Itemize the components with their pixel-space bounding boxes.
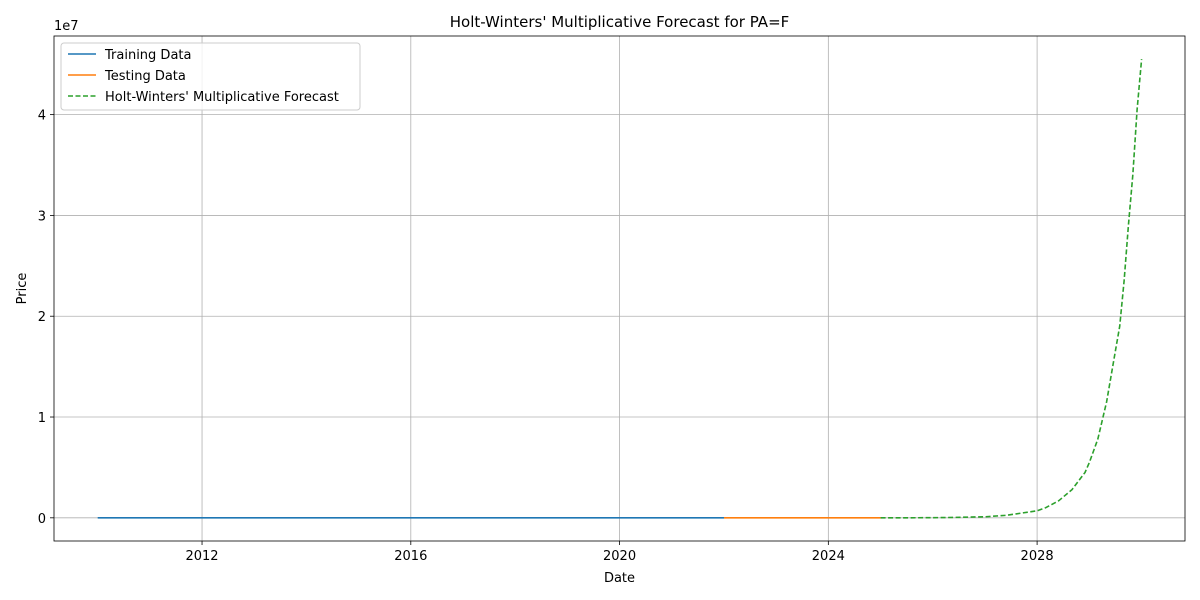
x-axis: 2012 2016 2020 2024 2028 (185, 541, 1054, 564)
y-tick-label: 3 (38, 209, 46, 224)
legend: Training Data Testing Data Holt-Winters'… (60, 42, 361, 111)
x-tick-label: 2016 (394, 549, 427, 564)
x-axis-label: Date (604, 571, 635, 586)
x-tick-label: 2020 (603, 549, 636, 564)
series-layer (97, 59, 1143, 519)
y-tick-label: 4 (38, 109, 46, 124)
legend-label-forecast: Holt-Winters' Multiplicative Forecast (105, 90, 339, 105)
y-tick-label: 2 (38, 310, 46, 325)
legend-label-testing: Testing Data (104, 69, 186, 84)
y-axis: 0 1 2 3 4 (38, 109, 54, 527)
x-tick-label: 2024 (812, 549, 845, 564)
y-tick-label: 0 (38, 512, 46, 527)
legend-box (60, 42, 361, 111)
legend-label-training: Training Data (104, 48, 191, 63)
chart-title: Holt-Winters' Multiplicative Forecast fo… (450, 13, 790, 31)
y-axis-label: Price (15, 273, 30, 305)
x-tick-label: 2028 (1021, 549, 1054, 564)
y-tick-label: 1 (38, 411, 46, 426)
y-offset-label: 1e7 (54, 19, 79, 34)
x-tick-label: 2012 (185, 549, 218, 564)
series-line-forecast (880, 59, 1143, 519)
